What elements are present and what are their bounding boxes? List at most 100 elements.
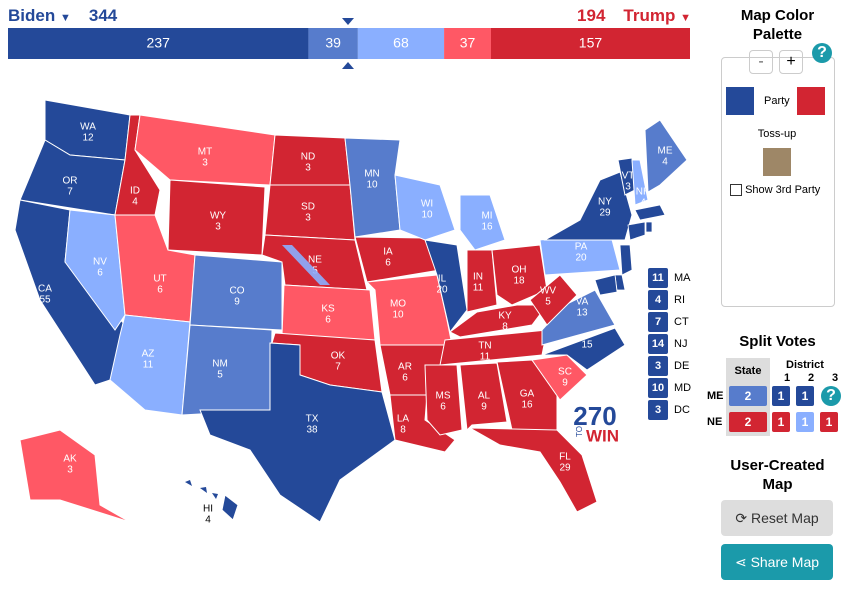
zoom-in-button[interactable]: + [779,50,803,74]
logo: 270 TO WIN [573,401,619,446]
party-label: Party [764,95,790,107]
split-vote[interactable]: 2 [729,412,767,432]
logo-to: TO [575,426,584,437]
zoom-out-button[interactable]: - [749,50,773,74]
state-abbr: WI [421,199,433,210]
small-state-abbr: CT [674,316,689,328]
state-abbr: FL [559,452,571,463]
state-abbr: ID [130,186,140,197]
small-state-ev: 10 [652,382,664,394]
small-state-ev: 7 [655,316,661,328]
help-button[interactable]: ? [812,43,832,63]
state-abbr: MO [390,299,406,310]
candidate-name: Trump [623,6,676,25]
bar-segment [490,28,690,59]
small-state-box [648,268,668,288]
state-ev: 3 [305,163,311,174]
tossup-color[interactable] [763,148,791,176]
state-ev: 6 [402,373,408,384]
state-shape [631,159,649,206]
state-shape [64,209,126,331]
bar-label: 68 [393,35,409,51]
palette-title: Map Color Palette [740,7,815,43]
small-state-box [648,378,668,398]
bar-label: 37 [460,35,476,51]
state-ev: 10 [366,180,378,191]
state-shape [134,114,276,186]
state-abbr: AL [478,391,491,402]
small-state-ev: 4 [655,294,662,306]
state-ev: 3 [625,182,631,193]
state-ev: 3 [67,465,73,476]
state-ev: 9 [562,378,568,389]
small-state-box [648,290,668,310]
bar-segment [357,28,445,59]
state-abbr: NY [598,197,612,208]
small-state-abbr: DE [674,360,689,372]
split-vote[interactable]: 1 [772,386,790,406]
state-ev: 8 [400,425,406,436]
state-shape [645,221,653,233]
bar-segment [8,28,309,59]
state-abbr: OH [512,265,527,276]
state-ev: 3 [202,158,208,169]
state-abbr: PA [575,242,588,253]
state-shape [459,362,508,432]
state-ev: 6 [157,285,163,296]
district-number: 3 [831,372,839,384]
logo-win: WIN [586,426,619,445]
small-state-abbr: MD [674,382,691,394]
island [212,493,218,499]
party-color[interactable] [726,87,754,115]
state-abbr: MN [364,169,380,180]
state-shape [531,354,588,401]
state-ev: 4 [205,515,211,526]
island [200,487,207,493]
state-abbr: SD [301,202,315,213]
state-ev: 4 [132,197,138,208]
split-vote[interactable]: 1 [796,412,814,432]
state-shape [469,427,598,513]
split-vote[interactable]: 2 [729,386,767,406]
state-shape [459,194,506,251]
split-vote[interactable]: 1 [796,386,814,406]
state-abbr: TX [306,414,319,425]
split-vote[interactable]: 1 [772,412,790,432]
state-shape [496,359,558,431]
bar-label: 157 [579,35,603,51]
reset-button[interactable]: ⟳ Reset Map [721,500,833,536]
state-abbr: HI [203,504,213,515]
share-button[interactable]: ⋖ Share Map [721,544,833,580]
state-abbr: ND [301,152,315,163]
candidate-right[interactable]: 194 Trump ▼ [577,6,691,25]
reset-label: Reset Map [750,510,819,526]
state-ev: 11 [473,283,484,294]
small-state-abbr: NJ [674,338,687,350]
party-color[interactable] [797,87,825,115]
small-state-ev: 11 [652,272,664,284]
state-abbr: NE [308,255,322,266]
state-shape [541,327,626,371]
state-ev: 20 [575,253,587,264]
small-state-abbr: MA [674,272,691,284]
state-abbr: IA [383,247,393,258]
state-ev: 9 [481,402,487,413]
state-shape [394,174,456,241]
state-ev: 3 [305,213,311,224]
state-ev: 11 [143,360,154,371]
small-state-ev: 3 [655,404,661,416]
user-title: User-Created Map [730,457,825,493]
split-state: ME [707,390,724,402]
state-abbr: CO [230,286,245,297]
bar-label: 237 [147,35,171,51]
state-shape [644,119,688,193]
third-party-toggle[interactable]: Show 3rd Party [730,184,820,197]
state-abbr: WV [540,286,556,297]
state-abbr: MI [481,211,492,222]
candidate-left[interactable]: Biden ▼ 344 [8,6,118,25]
split-vote[interactable]: 1 [820,412,838,432]
share-label: Share Map [750,554,820,570]
help-button[interactable]: ? [821,386,841,406]
district-stripe [282,245,330,285]
